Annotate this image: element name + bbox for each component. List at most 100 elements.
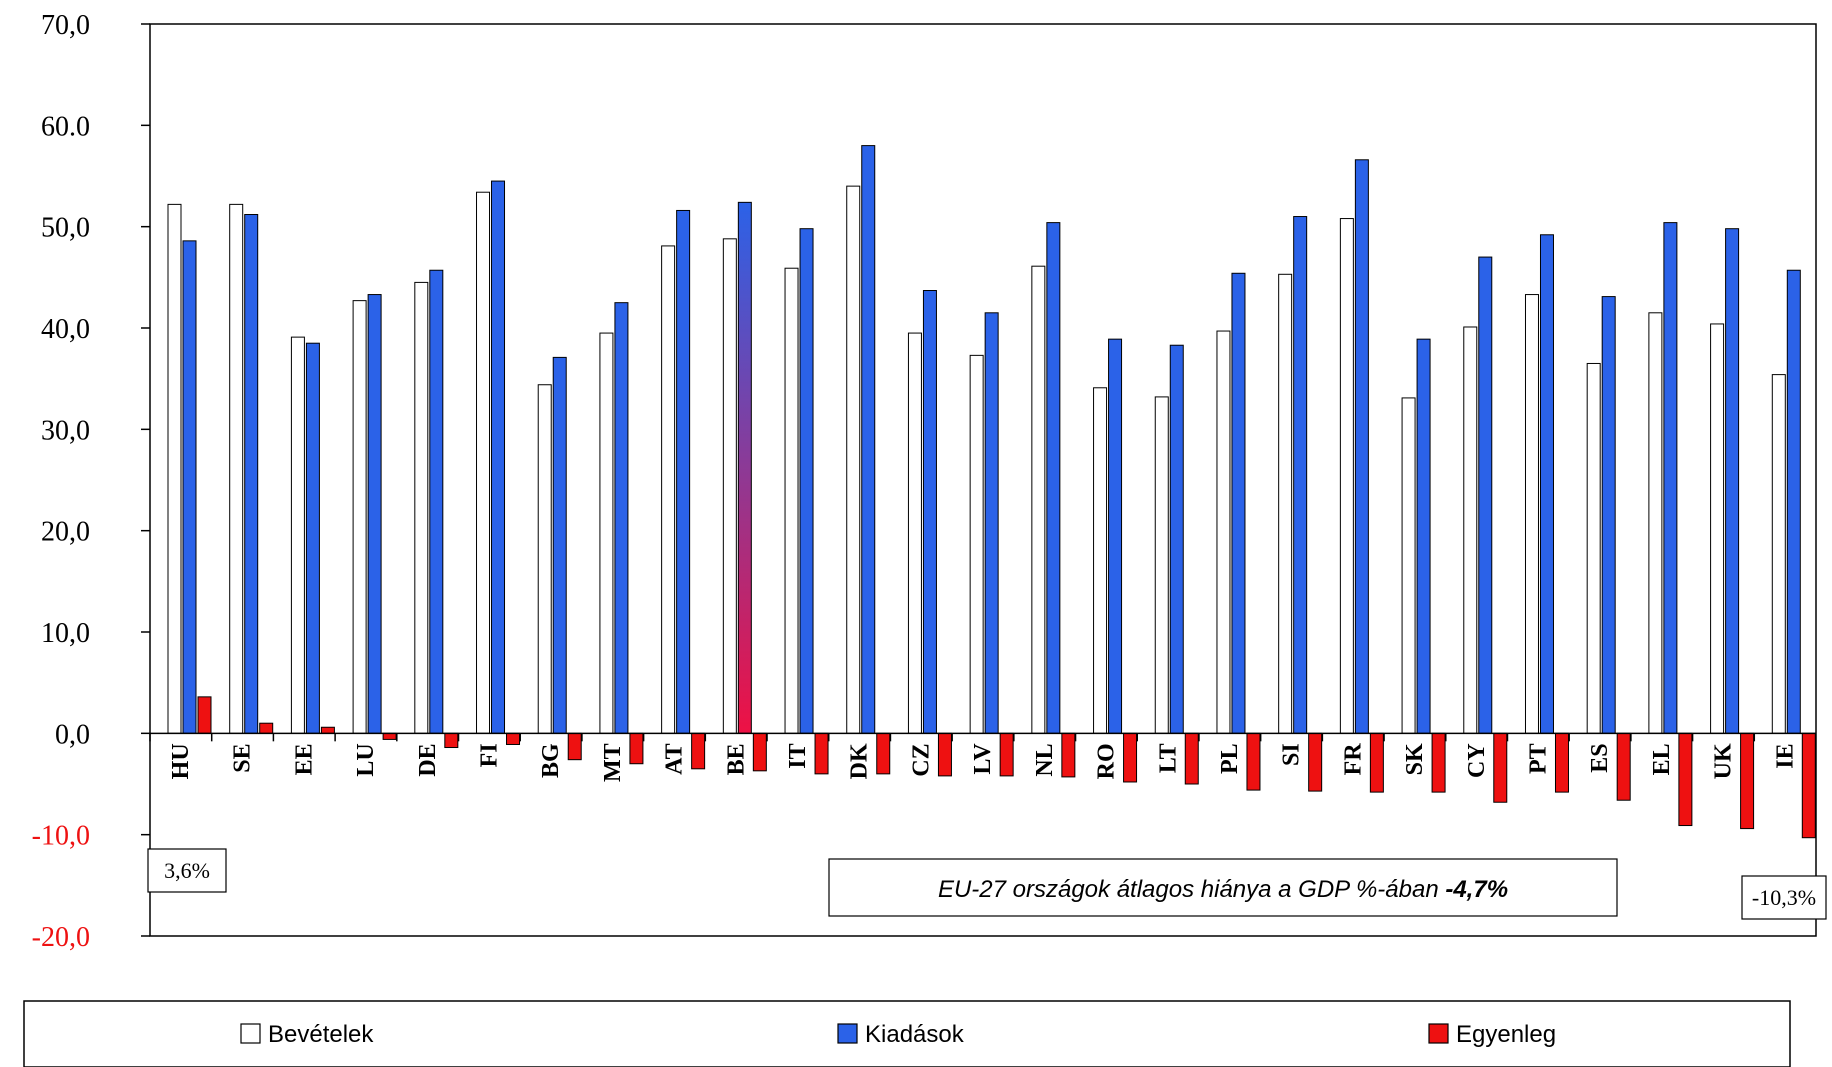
legend-label-kiadasok: Kiadások [865, 1021, 965, 1048]
legend-swatch-egyenleg [1428, 1023, 1449, 1044]
bar-lv-series-2 [984, 312, 999, 734]
x-tick-label-ee: EE [291, 743, 317, 775]
bar-lt-series-1 [1154, 396, 1169, 734]
bar-pt-series-1 [1524, 294, 1539, 734]
bar-ie-series-2 [1786, 269, 1801, 734]
bar-be-series-3 [752, 732, 767, 772]
bar-pt-series-2 [1539, 234, 1554, 734]
bar-ie-series-1 [1771, 374, 1786, 734]
legend-label-egyenleg: Egyenleg [1456, 1021, 1556, 1048]
x-tick-label-nl: NL [1032, 743, 1058, 776]
bar-ro-series-2 [1108, 338, 1123, 734]
bar-lu-series-2 [367, 294, 382, 734]
bar-se-series-2 [244, 214, 259, 734]
bar-fi-series-3 [506, 732, 521, 745]
x-tick-label-cy: CY [1464, 743, 1490, 778]
bar-lt-series-2 [1169, 344, 1184, 734]
bar-lt-series-3 [1184, 732, 1199, 785]
y-tick-label: 40,0 [41, 314, 90, 345]
bars-layer [167, 145, 1816, 839]
bar-cz-series-3 [937, 732, 952, 777]
x-tick-label-se: SE [230, 743, 256, 772]
bar-dk-series-1 [846, 185, 861, 734]
x-tick-label-cz: CZ [908, 743, 934, 776]
x-tick-label-lv: LV [970, 743, 996, 775]
bar-bg-series-3 [567, 732, 582, 761]
bar-si-series-2 [1293, 216, 1308, 734]
x-tick-label-mt: MT [600, 743, 626, 782]
bar-cz-series-2 [922, 290, 937, 734]
bar-sk-series-3 [1431, 732, 1446, 793]
x-axis: HU SE EE LU DE FI BG MT AT BE IT DK CZ LV NL RO LT PL SI FR… [149, 733, 1798, 782]
bar-pl-series-2 [1231, 272, 1246, 734]
bar-pl-series-3 [1246, 732, 1261, 791]
y-tick-label: -20,0 [32, 922, 90, 953]
x-tick-label-ie: IE [1772, 743, 1798, 768]
bar-de-series-3 [444, 732, 459, 749]
bar-cy-series-1 [1463, 326, 1478, 734]
bar-ee-series-3 [320, 726, 335, 734]
bar-cz-series-1 [907, 332, 922, 734]
bar-lu-series-1 [352, 300, 367, 734]
bar-lv-series-1 [969, 354, 984, 734]
bar-be-series-2 [737, 201, 752, 734]
bar-mt-series-3 [629, 732, 644, 765]
bar-el-series-1 [1648, 312, 1663, 734]
bar-se-series-1 [229, 203, 244, 734]
bar-be-series-1 [722, 238, 737, 734]
bar-si-series-3 [1308, 732, 1323, 792]
y-tick-label: 30,0 [41, 415, 90, 446]
x-tick-label-si: SI [1279, 743, 1305, 766]
bar-ee-series-2 [305, 342, 320, 734]
bar-uk-series-3 [1740, 732, 1755, 830]
y-tick-label: 70,0 [41, 10, 90, 41]
bar-it-series-2 [799, 228, 814, 734]
x-tick-label-lu: LU [353, 743, 379, 776]
bar-si-series-1 [1278, 273, 1293, 734]
bar-se-series-3 [259, 722, 274, 734]
y-axis: 70,0 60.0 50,0 40,0 30,0 20,0 10,0 0,0 -10,0 -20,… [32, 10, 150, 953]
bar-it-series-1 [784, 267, 799, 734]
bar-de-series-2 [429, 269, 444, 734]
x-tick-label-at: AT [662, 743, 688, 775]
bar-ro-series-3 [1123, 732, 1138, 783]
bar-ie-series-3 [1801, 732, 1816, 839]
x-tick-label-hu: HU [168, 743, 194, 779]
x-tick-label-el: EL [1649, 743, 1675, 775]
bar-fr-series-3 [1369, 732, 1384, 793]
bar-at-series-1 [661, 245, 676, 734]
bar-fi-series-2 [491, 180, 506, 734]
x-tick-label-dk: DK [847, 743, 873, 779]
min-annotation-label: -10,3% [1752, 885, 1816, 910]
average-deficit-note-text: EU-27 országok átlagos hiánya a GDP %-áb… [938, 876, 1508, 903]
bar-dk-series-3 [876, 732, 891, 775]
x-tick-label-sk: SK [1402, 743, 1428, 775]
bar-es-series-2 [1601, 296, 1616, 734]
max-annotation-label: 3,6% [164, 858, 210, 883]
bar-nl-series-2 [1046, 222, 1061, 734]
bar-fi-series-1 [476, 191, 491, 734]
bar-nl-series-3 [1061, 732, 1076, 778]
bar-dk-series-2 [861, 145, 876, 734]
bar-bg-series-2 [552, 356, 567, 734]
bar-mt-series-2 [614, 302, 629, 734]
average-deficit-note: EU-27 országok átlagos hiánya a GDP %-áb… [828, 858, 1618, 917]
bar-cy-series-3 [1493, 732, 1508, 803]
bar-lu-series-3 [382, 732, 397, 740]
x-tick-label-ro: RO [1094, 743, 1120, 779]
x-tick-label-it: IT [785, 743, 811, 768]
bar-fr-series-2 [1354, 159, 1369, 734]
bar-sk-series-2 [1416, 338, 1431, 734]
bar-el-series-2 [1663, 222, 1678, 734]
x-tick-label-uk: UK [1711, 743, 1737, 779]
bar-hu-series-3 [197, 696, 212, 734]
y-tick-label: 60.0 [41, 111, 90, 142]
bar-el-series-3 [1678, 732, 1693, 827]
legend-swatch-bevetelek [240, 1023, 261, 1044]
y-tick-label: 50,0 [41, 213, 90, 244]
x-tick-label-pt: PT [1525, 743, 1551, 774]
bar-sk-series-1 [1401, 397, 1416, 734]
max-annotation: 3,6% [147, 848, 227, 893]
bar-ro-series-1 [1093, 387, 1108, 734]
bar-mt-series-1 [599, 332, 614, 734]
